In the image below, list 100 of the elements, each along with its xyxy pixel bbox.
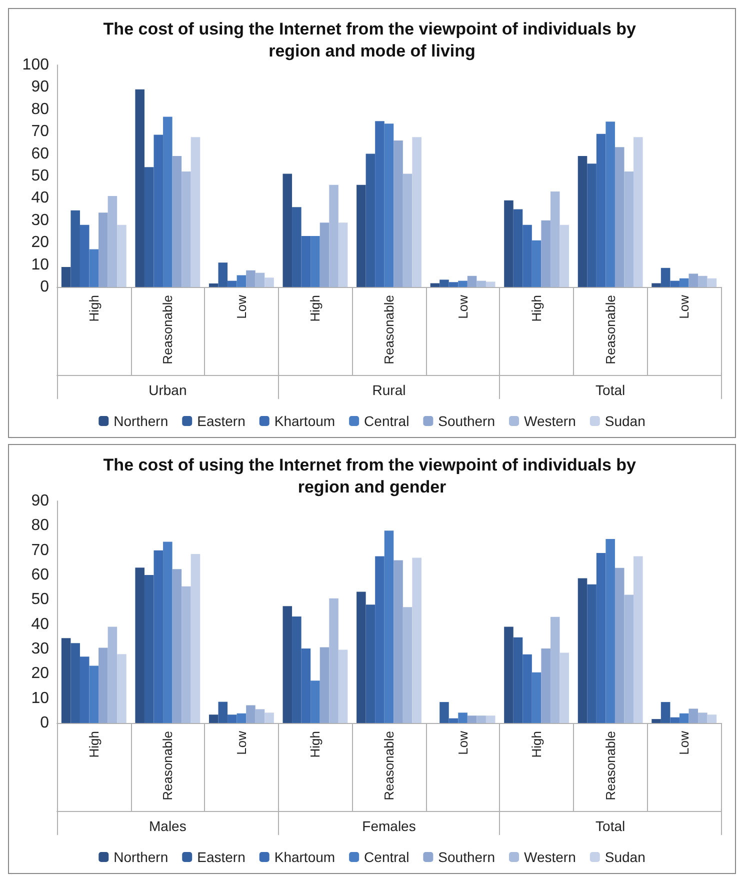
bar (476, 280, 486, 287)
y-tick-label: 50 (31, 591, 50, 608)
bar (255, 709, 265, 723)
bar (144, 575, 154, 723)
legend-label: Central (364, 849, 410, 865)
bar (282, 606, 292, 723)
text: Females (362, 818, 416, 834)
y-tick-label: 70 (31, 123, 50, 140)
y-tick-label: 70 (31, 542, 50, 559)
bar (560, 652, 570, 723)
text: Urban (148, 382, 187, 398)
bar (458, 712, 468, 723)
bar (448, 282, 458, 287)
bar (154, 134, 164, 287)
bar (356, 592, 366, 723)
bar (98, 648, 108, 723)
legend-label: Eastern (197, 849, 246, 865)
bar (61, 267, 71, 287)
bar (338, 222, 348, 287)
bar (190, 554, 200, 723)
bar (366, 604, 376, 723)
bar (587, 584, 596, 723)
bar (624, 172, 634, 287)
legend-label: Khartoum (274, 413, 336, 429)
x-tick-label: Reasonable (602, 731, 618, 800)
bar (412, 137, 422, 287)
legend-label: Western (524, 849, 576, 865)
bar (550, 192, 560, 287)
bar (384, 124, 394, 287)
bar (301, 236, 311, 287)
bar (707, 278, 717, 287)
bar (70, 210, 80, 287)
bar (394, 140, 403, 287)
bar (634, 556, 643, 723)
bar (707, 714, 717, 723)
bar (98, 212, 108, 287)
bar (541, 220, 550, 287)
bar (163, 116, 172, 287)
bar (698, 276, 708, 287)
x-tick-label: High (529, 731, 544, 758)
bar (366, 154, 376, 287)
x-tick-label: High (308, 295, 323, 322)
y-tick-label: 40 (31, 616, 50, 633)
bar (486, 716, 496, 723)
x-tick-label: High (529, 295, 544, 322)
bar (320, 222, 330, 287)
x-tick-label: High (86, 731, 102, 758)
bar (246, 705, 256, 723)
bar (163, 542, 172, 723)
bar (402, 607, 412, 723)
x-tick-label: Reasonable (382, 731, 396, 800)
y-tick-label: 90 (31, 78, 50, 96)
y-tick-label: 100 (22, 56, 50, 74)
y-tick-label: 60 (31, 566, 50, 584)
bar (532, 672, 542, 723)
legend-label: Central (364, 413, 410, 429)
bar (660, 268, 670, 287)
bar (89, 249, 99, 287)
bar (329, 598, 338, 723)
bar (172, 156, 182, 287)
bar (578, 156, 588, 287)
x-tick-label: Low (234, 294, 249, 319)
legend-label: Southern (438, 849, 496, 865)
bar (522, 224, 532, 287)
x-tick-label: Low (676, 730, 692, 755)
x-tick-label: Reasonable (160, 731, 176, 800)
bar (255, 272, 265, 287)
bar (228, 280, 237, 287)
bar (532, 240, 542, 287)
bar (412, 558, 422, 723)
y-tick-label: 0 (40, 278, 50, 296)
bar (135, 89, 144, 287)
text: Total (596, 382, 626, 398)
bar (375, 121, 384, 287)
text: Rural (372, 382, 406, 398)
bar (688, 708, 698, 723)
y-tick-label: 80 (31, 517, 50, 534)
bar (522, 654, 532, 723)
bar (338, 650, 348, 723)
x-tick-label: High (86, 295, 102, 322)
bar (504, 200, 514, 287)
legend-label: Sudan (604, 413, 646, 429)
bar (596, 134, 606, 287)
bar (208, 714, 218, 723)
bar (614, 147, 624, 287)
y-tick-label: 10 (31, 690, 50, 707)
legend-label: Khartoum (274, 849, 336, 865)
bar (652, 283, 661, 287)
bar (117, 224, 126, 287)
bar (310, 236, 320, 287)
x-tick-label: Low (234, 730, 249, 755)
chart-title: The cost of using the Internet from the viewpoint of individuals by region and mode of living (103, 20, 641, 60)
text: Total (596, 818, 626, 834)
bar (394, 560, 403, 723)
bar (80, 224, 90, 287)
y-tick-label: 20 (31, 234, 50, 252)
y-tick-label: 0 (40, 714, 50, 732)
bar (190, 137, 200, 287)
bar (688, 274, 698, 287)
bar (301, 648, 311, 723)
